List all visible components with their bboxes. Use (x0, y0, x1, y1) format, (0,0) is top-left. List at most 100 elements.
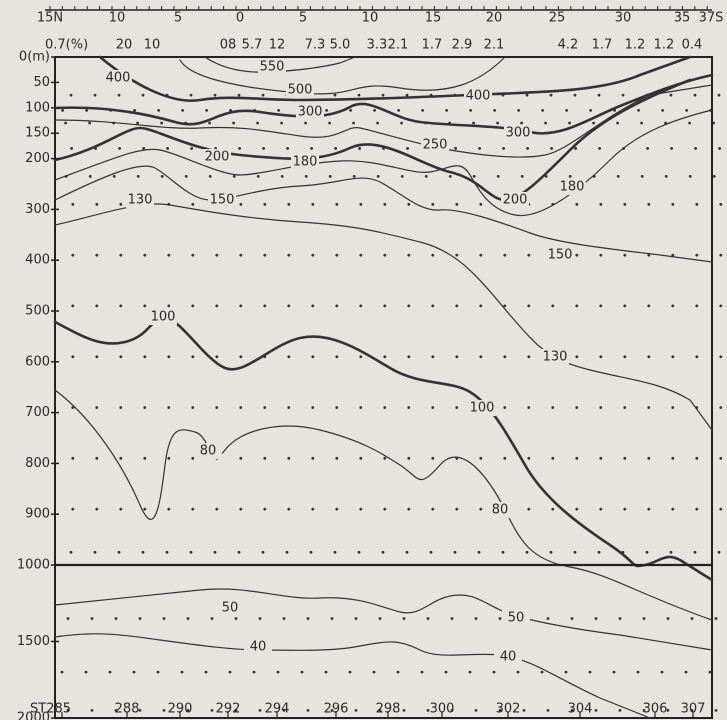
sample-dot (191, 406, 195, 409)
sample-dot (95, 304, 99, 308)
sample-dot (383, 406, 387, 409)
station-label: 298 (376, 702, 401, 717)
sample-dot (311, 304, 315, 308)
sample-dot (276, 670, 280, 674)
sample-dot (381, 93, 385, 97)
sample-dot (263, 456, 267, 460)
sample-dot (589, 108, 592, 112)
sample-dot (575, 456, 579, 460)
sample-dot (646, 147, 649, 150)
sample-dot (287, 253, 291, 257)
latitude-label: 0 (236, 11, 244, 26)
contour-label-bg (504, 125, 532, 141)
sample-dot (516, 670, 520, 674)
contour-label: 180 (293, 155, 318, 170)
sample-dot (311, 406, 315, 409)
sample-dot (616, 174, 620, 178)
sample-dot (618, 708, 622, 712)
sample-dot (575, 406, 579, 409)
contour-label: 50 (222, 601, 239, 616)
percent-label: 5.0 (330, 38, 351, 53)
sample-dot (522, 708, 526, 712)
sample-dot (141, 93, 145, 97)
contour-label-bg (149, 309, 177, 325)
sample-dot (191, 355, 195, 359)
frame (54, 56, 713, 719)
sample-dot (186, 617, 190, 620)
sample-dot (95, 456, 99, 460)
contour-label-bg (291, 154, 319, 170)
sample-dot (95, 253, 99, 257)
sample-dot (165, 550, 169, 554)
sample-dot (287, 202, 291, 206)
sample-dot (400, 174, 404, 178)
y-tick-label: 1500 (17, 634, 50, 649)
sample-dot (263, 253, 267, 257)
sample-dot (263, 202, 267, 206)
contour-label-bg (546, 247, 574, 263)
sample-dot (575, 202, 579, 206)
sample-dot (598, 147, 601, 150)
contour-label-bg (501, 192, 529, 208)
sample-dot (599, 202, 603, 206)
sample-dot (335, 507, 339, 511)
sample-dot (93, 550, 97, 554)
sample-dot (189, 93, 193, 97)
latitude-label: 10 (362, 11, 379, 26)
sample-dot (623, 406, 627, 409)
sample-dot (117, 93, 121, 97)
sample-dot (719, 355, 723, 359)
sample-dot (95, 202, 99, 206)
sample-dot (455, 406, 459, 409)
station-label: 307 (681, 702, 706, 717)
sample-dot (119, 304, 123, 308)
sample-dot (136, 174, 140, 178)
sample-dot (330, 617, 334, 620)
sample-dot (71, 304, 75, 308)
sample-dot (397, 108, 400, 112)
station-label: 302 (496, 702, 521, 717)
sample-dot (520, 174, 524, 178)
contour-label: 400 (106, 71, 131, 86)
sample-dot (112, 174, 116, 178)
sample-dot (455, 304, 459, 308)
sample-dot (263, 304, 267, 308)
sample-dot (669, 550, 673, 554)
sample-dot (597, 93, 601, 97)
sample-dot (191, 456, 195, 460)
sample-dot (167, 304, 171, 308)
sample-dot (599, 304, 603, 308)
sample-dot (712, 174, 716, 178)
sample-dot (256, 174, 260, 178)
sample-dot (71, 456, 75, 460)
sample-dot (119, 406, 123, 409)
sample-dot (324, 670, 328, 674)
sample-dot (400, 121, 403, 125)
sample-dot (546, 617, 550, 620)
sample-dot (304, 121, 307, 125)
sample-dot (431, 406, 435, 409)
sample-dot (210, 617, 214, 620)
latitude-label: 5 (299, 11, 307, 26)
latitude-label: 15 (425, 11, 442, 26)
sample-dot (263, 507, 267, 511)
sample-dot (565, 108, 568, 112)
sample-dot (450, 617, 454, 620)
sample-dot (287, 507, 291, 511)
sample-dot (503, 304, 507, 308)
contour-label-bg (203, 149, 231, 165)
sample-dot (383, 507, 387, 511)
contour-line (54, 84, 713, 158)
sample-dot (256, 121, 259, 125)
sample-dot (210, 708, 214, 712)
sample-dot (426, 708, 430, 712)
sample-dot (328, 174, 332, 178)
sample-dot (287, 406, 291, 409)
sample-dot (108, 670, 112, 674)
sample-dot (688, 174, 692, 178)
sample-dot (261, 550, 265, 554)
sample-dot (138, 708, 142, 712)
y-tick-label: 50 (33, 75, 50, 90)
contour-label-bg (494, 649, 522, 665)
sample-dot (496, 121, 499, 125)
